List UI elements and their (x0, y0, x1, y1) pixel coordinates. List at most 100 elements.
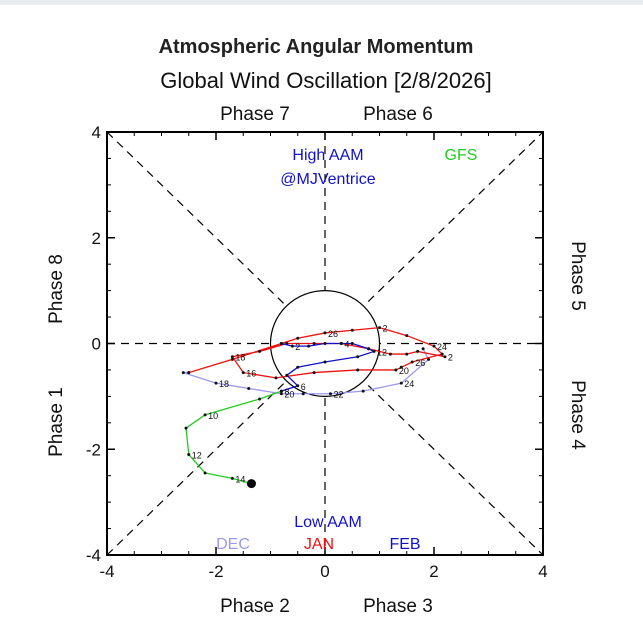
diagonal-line (106, 131, 544, 556)
day-label: 20 (399, 366, 409, 376)
series-point (427, 357, 431, 361)
diagonal-line (106, 131, 544, 556)
series-point (410, 360, 414, 364)
series-point (247, 386, 251, 390)
series-point (285, 373, 289, 377)
series-point (274, 376, 278, 380)
series-point (187, 453, 191, 457)
series-point (296, 336, 300, 340)
phase-6-label: Phase 6 (363, 104, 433, 125)
x-tick-label: -4 (99, 562, 114, 581)
y-tick-label: -4 (86, 546, 101, 565)
series-point (399, 365, 403, 369)
phase-4-label: Phase 4 (567, 380, 588, 450)
series-point (388, 352, 392, 356)
series-point (187, 371, 191, 375)
series-point (443, 355, 447, 359)
series-line-feb (281, 342, 376, 392)
series-point (258, 397, 262, 401)
day-label: 16 (246, 369, 256, 379)
phase-8-label: Phase 8 (46, 254, 67, 324)
series-point (258, 349, 262, 353)
day-label: 2 (295, 342, 300, 352)
series-point (394, 368, 398, 372)
day-label: 26 (328, 329, 338, 339)
day-label: 24 (404, 379, 414, 389)
series-point (279, 392, 283, 396)
series-point (301, 392, 305, 396)
y-tick-label: 4 (92, 123, 101, 142)
x-tick-label: 0 (320, 562, 329, 581)
series-point (399, 381, 403, 385)
legend-dec: DEC (216, 536, 250, 553)
series-point (241, 371, 245, 375)
series-point (361, 389, 365, 393)
author-label: @MJVentrice (280, 171, 375, 188)
series-point (290, 344, 294, 348)
series-point (230, 357, 234, 361)
day-label: 18 (235, 353, 245, 363)
series-point (279, 342, 283, 345)
day-label: 8 (284, 387, 289, 397)
day-label: 10 (208, 411, 218, 421)
y-tick-label: -2 (86, 440, 101, 459)
series-point (372, 349, 376, 353)
series-point (339, 342, 343, 345)
series-point (432, 344, 436, 348)
x-tick-label: 4 (538, 562, 547, 581)
series-point (440, 352, 444, 356)
series-point (323, 360, 327, 364)
series-point (181, 371, 185, 375)
phase-7-label: Phase 7 (220, 104, 290, 125)
top-divider (0, 0, 643, 5)
series-point (350, 328, 354, 332)
phase-2-label: Phase 2 (220, 596, 290, 617)
series-point (405, 352, 409, 356)
series-point (203, 413, 207, 417)
series-point (203, 471, 207, 475)
legend-jan: JAN (304, 536, 334, 553)
series-point (323, 331, 327, 335)
series-point (279, 389, 283, 393)
chart-subtitle: Global Wind Oscillation [2/8/2026] (160, 68, 491, 93)
chart-title: Atmospheric Angular Momentum (159, 36, 474, 58)
series-point (328, 392, 332, 396)
series-point (421, 347, 425, 351)
series-point (405, 334, 409, 338)
series-line-forecast (185, 390, 282, 485)
series-point (296, 384, 300, 388)
series-point (307, 344, 311, 348)
series-point (350, 342, 354, 345)
series-point (323, 342, 327, 345)
phase-5-label: Phase 5 (567, 241, 588, 311)
series-point (312, 342, 316, 345)
day-label: 24 (437, 342, 447, 352)
day-label: 12 (377, 347, 387, 357)
series-point (214, 381, 218, 385)
series-point (312, 371, 316, 375)
day-label: 2 (448, 353, 453, 363)
y-tick-label: 0 (92, 335, 101, 354)
day-label: 18 (219, 379, 229, 389)
model-label: GFS (445, 147, 478, 164)
day-label: 14 (235, 474, 245, 484)
day-label: 6 (301, 382, 306, 392)
day-label: 12 (192, 451, 202, 461)
series-point (378, 326, 381, 330)
day-label: 20 (284, 390, 294, 400)
series-point (367, 347, 371, 351)
x-tick-label: -2 (208, 562, 223, 581)
x-tick-label: 2 (429, 562, 438, 581)
low-aam-label: Low AAM (294, 514, 362, 531)
y-tick-label: 2 (92, 229, 101, 248)
legend-feb: FEB (389, 536, 420, 553)
day-label: 22 (333, 390, 343, 400)
day-label: 26 (415, 358, 425, 368)
phase-1-label: Phase 1 (46, 387, 67, 457)
high-aam-label: High AAM (292, 147, 363, 164)
series-point (356, 355, 360, 359)
